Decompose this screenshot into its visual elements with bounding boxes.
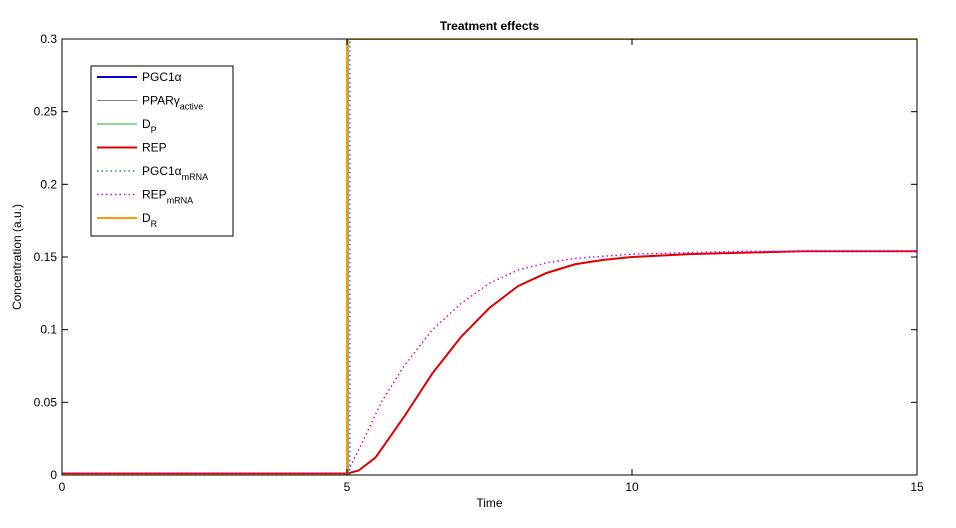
ticks-layer: 0 5 10 15 0 0.05 0.1 0.15 0.2 0.25 0.3: [34, 32, 924, 494]
legend-entry-base: REP: [142, 188, 167, 202]
y-axis-label: Concentration (a.u.): [10, 204, 24, 310]
legend-entry-subscript: mRNA: [182, 172, 209, 182]
legend-box: [90, 65, 234, 237]
legend-entry-subscript: mRNA: [167, 196, 194, 206]
series-line-1: [62, 39, 917, 475]
legend-entry-label: PPARγactive: [142, 94, 203, 112]
x-tick-label: 5: [344, 480, 351, 494]
legend-entry-base: REP: [142, 141, 167, 155]
legend-entry-label: DP: [142, 117, 157, 135]
legend-entry-label: DR: [142, 211, 158, 229]
legend-entry-base: D: [142, 211, 151, 225]
legend-entry-base: PGC1α: [142, 164, 182, 178]
legend-entry-base: PPARγ: [142, 94, 180, 108]
legend-entry-label: PGC1αmRNA: [142, 164, 208, 182]
legend-entry-base: PGC1α: [142, 70, 182, 84]
x-tick-label: 10: [625, 480, 639, 494]
series-layer: [62, 39, 917, 475]
x-tick-label: 15: [910, 480, 924, 494]
legend-entry-subscript: R: [151, 219, 158, 229]
y-tick-label: 0.3: [40, 32, 57, 46]
legend-entry-label: REPmRNA: [142, 188, 193, 206]
chart-title: Treatment effects: [440, 19, 540, 33]
legend-entry-base: D: [142, 117, 151, 131]
y-tick-label: 0.25: [34, 105, 58, 119]
series-line-3: [62, 250, 917, 475]
legend-entry-label: PGC1α: [142, 70, 182, 84]
series-line-6: [62, 39, 917, 475]
series-line-5: [62, 250, 917, 475]
y-tick-label: 0: [50, 468, 57, 482]
y-tick-label: 0.2: [40, 177, 57, 191]
x-axis-label: Time: [476, 496, 503, 510]
legend-entry-label: REP: [142, 141, 167, 155]
legend-entry-subscript: active: [180, 102, 204, 112]
x-tick-label: 0: [59, 480, 66, 494]
legend-entry-subscript: P: [151, 125, 157, 135]
y-tick-label: 0.05: [34, 395, 58, 409]
y-tick-label: 0.1: [40, 323, 57, 337]
y-tick-label: 0.15: [34, 250, 58, 264]
